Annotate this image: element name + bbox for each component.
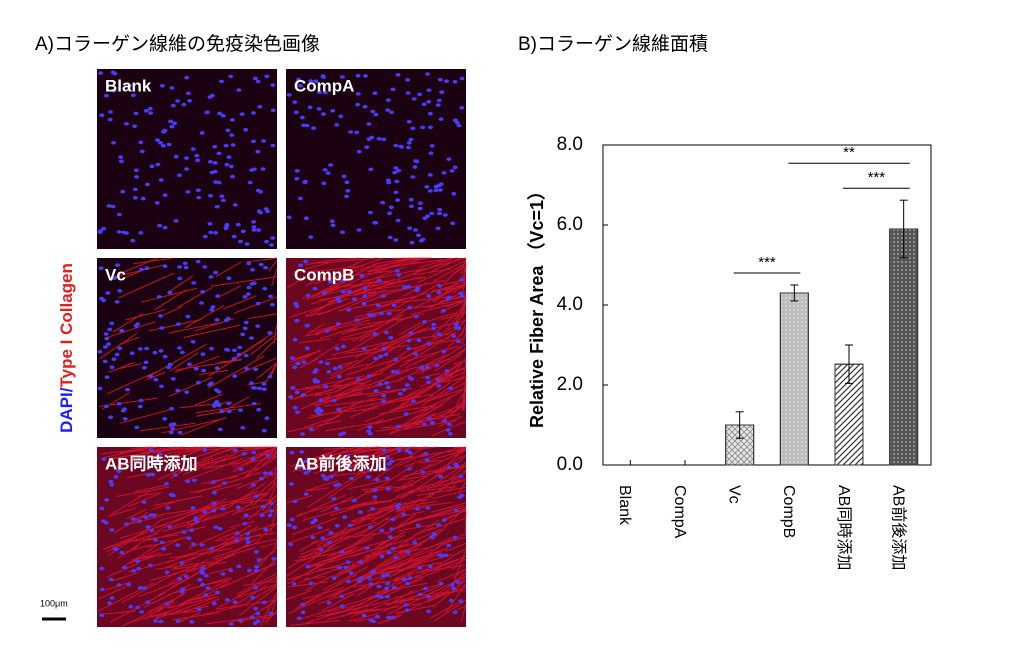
bar-chart: 0.0 2.0 4.0 6.0 8.0 Blank CompA Vc CompB AB同時添加 AB… xyxy=(557,134,932,570)
x-tick-label: AB前後添加 xyxy=(889,485,907,570)
image-label: Blank xyxy=(105,76,152,95)
y-tick-label: 0.0 xyxy=(557,454,583,475)
nuclei xyxy=(97,259,275,435)
significance-label: ** xyxy=(843,144,855,161)
plot-frame xyxy=(602,144,932,466)
significance-label: *** xyxy=(758,254,776,271)
scale-bar-label: 100μm xyxy=(40,598,68,608)
nuclei xyxy=(286,72,465,245)
y-tick-label: 4.0 xyxy=(557,294,583,315)
image-label: AB同時添加 xyxy=(105,453,198,473)
dapi-label: DAPI xyxy=(57,392,76,433)
y-tick-label: 2.0 xyxy=(557,374,583,395)
nuclei xyxy=(97,70,276,247)
image-label: Vc xyxy=(105,265,126,284)
image-grid: Blank CompA Vc CompB AB同時添加 AB前後添加 xyxy=(97,69,467,627)
x-tick-label: Blank xyxy=(616,485,633,526)
collagen-label: Type I Collagen xyxy=(57,263,76,387)
nuclei xyxy=(286,448,465,624)
x-tick-label: CompB xyxy=(780,485,797,538)
bar-pattern xyxy=(779,292,809,466)
collagen-fibers xyxy=(97,446,278,627)
collagen-fibers xyxy=(285,446,467,626)
stain-label: DAPI/Type I Collagen xyxy=(57,263,76,433)
x-tick-label: AB同時添加 xyxy=(835,485,853,570)
image-label: AB前後添加 xyxy=(294,453,387,473)
image-label: CompB xyxy=(294,265,354,284)
y-tick-label: 6.0 xyxy=(557,214,583,235)
micrograph xyxy=(286,69,466,249)
y-axis-label: Relative Fiber Area （Vc=1） xyxy=(527,182,547,428)
y-tick-label: 8.0 xyxy=(557,134,583,155)
nuclei xyxy=(99,448,277,626)
significance-label: *** xyxy=(868,169,886,186)
panel-a-title: A)コラーゲン線維の免疫染色画像 xyxy=(35,33,320,55)
image-label: CompA xyxy=(294,76,354,95)
x-tick-label: Vc xyxy=(725,485,742,504)
separator: / xyxy=(57,387,76,392)
panel-b-title: B)コラーゲン線維面積 xyxy=(518,33,708,55)
collagen-fibers xyxy=(286,257,467,437)
x-tick-label: CompA xyxy=(671,485,688,539)
bar-pattern xyxy=(889,228,919,466)
collagen-haze xyxy=(97,447,277,627)
